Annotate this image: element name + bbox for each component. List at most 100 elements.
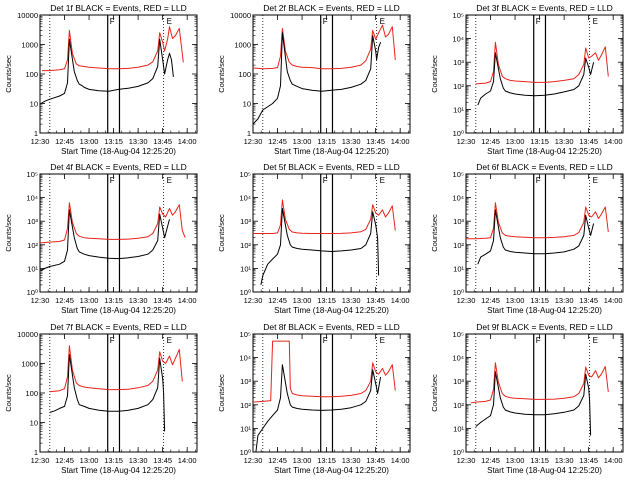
x-tick-label: 13:45 <box>366 137 385 146</box>
y-tick-label: 10³ <box>453 377 464 386</box>
y-tick-label: 10⁴ <box>239 194 251 203</box>
events-series-line <box>477 209 595 265</box>
panel-5: Det 5f BLACK = Events, RED = LLD 10⁰ 10¹ 10… <box>217 162 411 315</box>
y-tick-label: 10000 <box>230 11 251 20</box>
y-tick-label: 10¹ <box>453 105 464 114</box>
y-axis-label: Counts/sec <box>217 214 226 252</box>
plot-frame <box>39 173 198 293</box>
lld-series-line <box>49 345 183 393</box>
x-tick-label: 12:30 <box>457 296 476 305</box>
y-tick-label: 10² <box>453 241 464 250</box>
panel-9: Det 9f BLACK = Events, RED = LLD 10⁰ 10¹ 10… <box>430 322 624 475</box>
x-tick-label: 14:00 <box>604 296 623 305</box>
marker-label-2: E <box>167 336 172 345</box>
x-tick-label: 12:45 <box>55 456 74 465</box>
marker-label-2: E <box>380 17 385 26</box>
panel-6: Det 6f BLACK = Events, RED = LLD 10⁰ 10¹ 10… <box>430 162 624 315</box>
y-tick-label: 10¹ <box>453 264 464 273</box>
y-tick-label: 10² <box>27 241 38 250</box>
x-axis-label: Start Time (18-Aug-04 12:25:20) <box>274 147 389 156</box>
x-tick-label: 13:30 <box>129 137 148 146</box>
y-axis-label: Counts/sec <box>4 374 13 412</box>
y-tick-label: 10⁵ <box>240 170 251 179</box>
x-tick-label: 13:45 <box>366 296 385 305</box>
x-tick-label: 12:30 <box>244 296 263 305</box>
events-series-line <box>49 354 166 432</box>
y-tick-label: 1000 <box>234 41 251 50</box>
marker-label-2: E <box>593 176 598 185</box>
y-axis-label: Counts/sec <box>430 55 439 93</box>
marker-label-2: E <box>167 176 172 185</box>
x-tick-label: 13:15 <box>317 296 336 305</box>
x-axis-label: Start Time (18-Aug-04 12:25:20) <box>487 466 602 475</box>
y-tick-label: 10² <box>240 241 251 250</box>
x-tick-label: 14:00 <box>178 456 197 465</box>
events-series-line <box>260 207 380 285</box>
x-tick-label: 12:30 <box>31 456 50 465</box>
y-axis-label: Counts/sec <box>4 55 13 93</box>
y-tick-label: 10⁵ <box>27 170 38 179</box>
x-tick-label: 13:45 <box>153 137 172 146</box>
marker-label: F <box>536 336 541 345</box>
y-tick-label: 10³ <box>453 58 464 67</box>
x-tick-label: 13:45 <box>579 137 598 146</box>
marker-label: F <box>323 336 328 345</box>
x-tick-label: 13:15 <box>104 456 123 465</box>
lld-series-line <box>466 202 609 240</box>
y-tick-label: 10⁵ <box>240 330 251 339</box>
panel-7: Det 7f BLACK = Events, RED = LLD 1 10 100 10… <box>4 322 198 475</box>
y-tick-label: 1 <box>34 448 38 457</box>
x-axis-label: Start Time (18-Aug-04 12:25:20) <box>61 466 176 475</box>
panel-8: Det 8f BLACK = Events, RED = LLD 10⁰ 10¹ 10… <box>217 322 411 475</box>
y-tick-label: 1 <box>247 129 251 138</box>
marker-label: F <box>323 176 328 185</box>
marker-label: F <box>110 17 115 26</box>
x-tick-label: 12:45 <box>268 296 287 305</box>
x-tick-label: 13:00 <box>506 296 525 305</box>
panel-title: Det 2f BLACK = Events, RED = LLD <box>263 3 400 13</box>
y-tick-label: 10⁴ <box>452 35 464 44</box>
x-tick-label: 12:30 <box>457 456 476 465</box>
lld-series-line <box>39 202 186 244</box>
panel-title: Det 6f BLACK = Events, RED = LLD <box>476 162 613 172</box>
x-tick-label: 13:00 <box>293 296 312 305</box>
marker-label: F <box>323 17 328 26</box>
x-tick-label: 12:45 <box>481 296 500 305</box>
y-tick-label: 10³ <box>27 217 38 226</box>
x-tick-label: 13:15 <box>317 137 336 146</box>
x-tick-label: 12:30 <box>31 137 50 146</box>
y-tick-label: 10 <box>30 100 38 109</box>
marker-label-2: E <box>380 336 385 345</box>
plot-frame <box>252 14 411 134</box>
marker-label: F <box>110 336 115 345</box>
panel-3: Det 3f BLACK = Events, RED = LLD 10⁰ 10¹ 10… <box>430 3 624 156</box>
y-tick-label: 100 <box>25 70 38 79</box>
panel-1: Det 1f BLACK = Events, RED = LLD 1 10 100 10… <box>4 3 198 156</box>
x-axis-label: Start Time (18-Aug-04 12:25:20) <box>274 306 389 315</box>
x-tick-label: 13:00 <box>293 137 312 146</box>
events-series-line <box>255 364 382 453</box>
panel-2: Det 2f BLACK = Events, RED = LLD 1 10 100 10… <box>217 3 411 156</box>
x-tick-label: 12:45 <box>481 137 500 146</box>
x-tick-label: 13:00 <box>506 137 525 146</box>
lld-series-line <box>252 24 396 70</box>
events-series-line <box>477 52 595 106</box>
y-tick-label: 10² <box>453 82 464 91</box>
x-axis-label: Start Time (18-Aug-04 12:25:20) <box>487 147 602 156</box>
x-tick-label: 12:45 <box>481 456 500 465</box>
events-series-line <box>40 38 174 104</box>
x-tick-label: 13:15 <box>530 456 549 465</box>
x-tick-label: 13:00 <box>80 137 99 146</box>
x-tick-label: 14:00 <box>391 456 410 465</box>
x-tick-label: 14:00 <box>391 296 410 305</box>
y-axis-label: Counts/sec <box>217 374 226 412</box>
panel-title: Det 4f BLACK = Events, RED = LLD <box>50 162 187 172</box>
y-tick-label: 10000 <box>17 330 38 339</box>
y-tick-label: 10³ <box>240 217 251 226</box>
y-tick-label: 10⁴ <box>452 194 464 203</box>
panel-4: Det 4f BLACK = Events, RED = LLD 10⁰ 10¹ 10… <box>4 162 198 315</box>
x-tick-label: 13:30 <box>129 296 148 305</box>
x-tick-label: 12:30 <box>244 137 263 146</box>
y-tick-label: 10³ <box>453 217 464 226</box>
